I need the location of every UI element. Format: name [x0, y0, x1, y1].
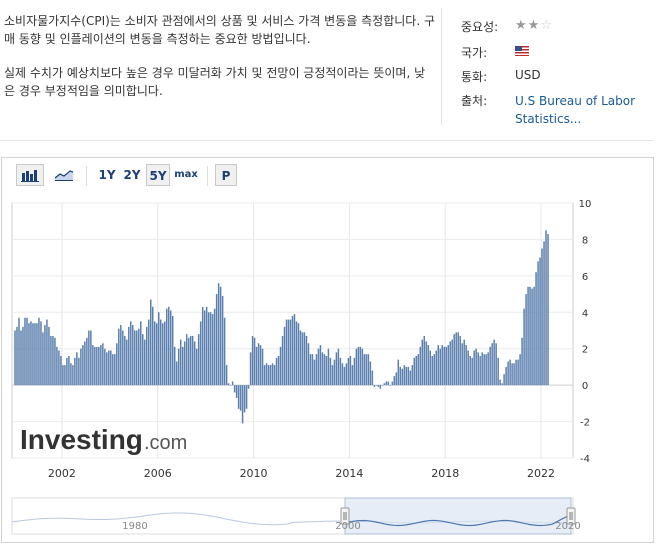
range-max-button[interactable]: max [174, 169, 198, 180]
chart-panel [1, 157, 654, 543]
line-chart-button[interactable] [50, 164, 78, 186]
country-label: 국가: [461, 46, 488, 60]
currency-value: USD [515, 68, 541, 82]
range-1y-button[interactable]: 1Y [98, 168, 116, 182]
section-divider [0, 140, 654, 141]
importance-star-icon: ★ [527, 18, 541, 33]
toolbar-separator [207, 166, 208, 186]
description-paragraph-2: 실제 수치가 예상치보다 높은 경우 미달러화 가치 및 전망이 긍정적이라는 … [4, 66, 426, 98]
source-label: 출처: [461, 94, 488, 108]
description-paragraph-1: 소비자물가지수(CPI)는 소비자 관점에서의 상품 및 서비스 가격 변동을 … [4, 14, 435, 46]
p-button[interactable]: P [215, 164, 237, 186]
source-link-line2[interactable]: Statistics... [515, 112, 582, 126]
currency-label: 통화: [461, 70, 488, 84]
source-link-line1[interactable]: U.S Bureau of Labor [515, 94, 636, 108]
importance-star-icon: ☆ [540, 18, 553, 33]
importance-star-icon: ★ [515, 18, 528, 33]
importance-stars-icon: ★★☆ [515, 18, 553, 33]
toolbar-separator [86, 166, 87, 186]
country-value [515, 44, 529, 58]
indicator-description: 소비자물가지수(CPI)는 소비자 관점에서의 상품 및 서비스 가격 변동을 … [4, 12, 436, 116]
bar-chart-button[interactable] [16, 164, 44, 186]
range-2y-button[interactable]: 2Y [123, 168, 141, 182]
line-chart-icon [54, 170, 74, 181]
source-link[interactable]: U.S Bureau of Labor Statistics... [515, 92, 635, 128]
bar-chart-icon [21, 170, 39, 182]
range-5y-button[interactable]: 5Y [146, 164, 170, 186]
importance-label: 중요성: [461, 20, 499, 34]
info-divider [441, 8, 442, 125]
us-flag-icon [515, 46, 529, 56]
